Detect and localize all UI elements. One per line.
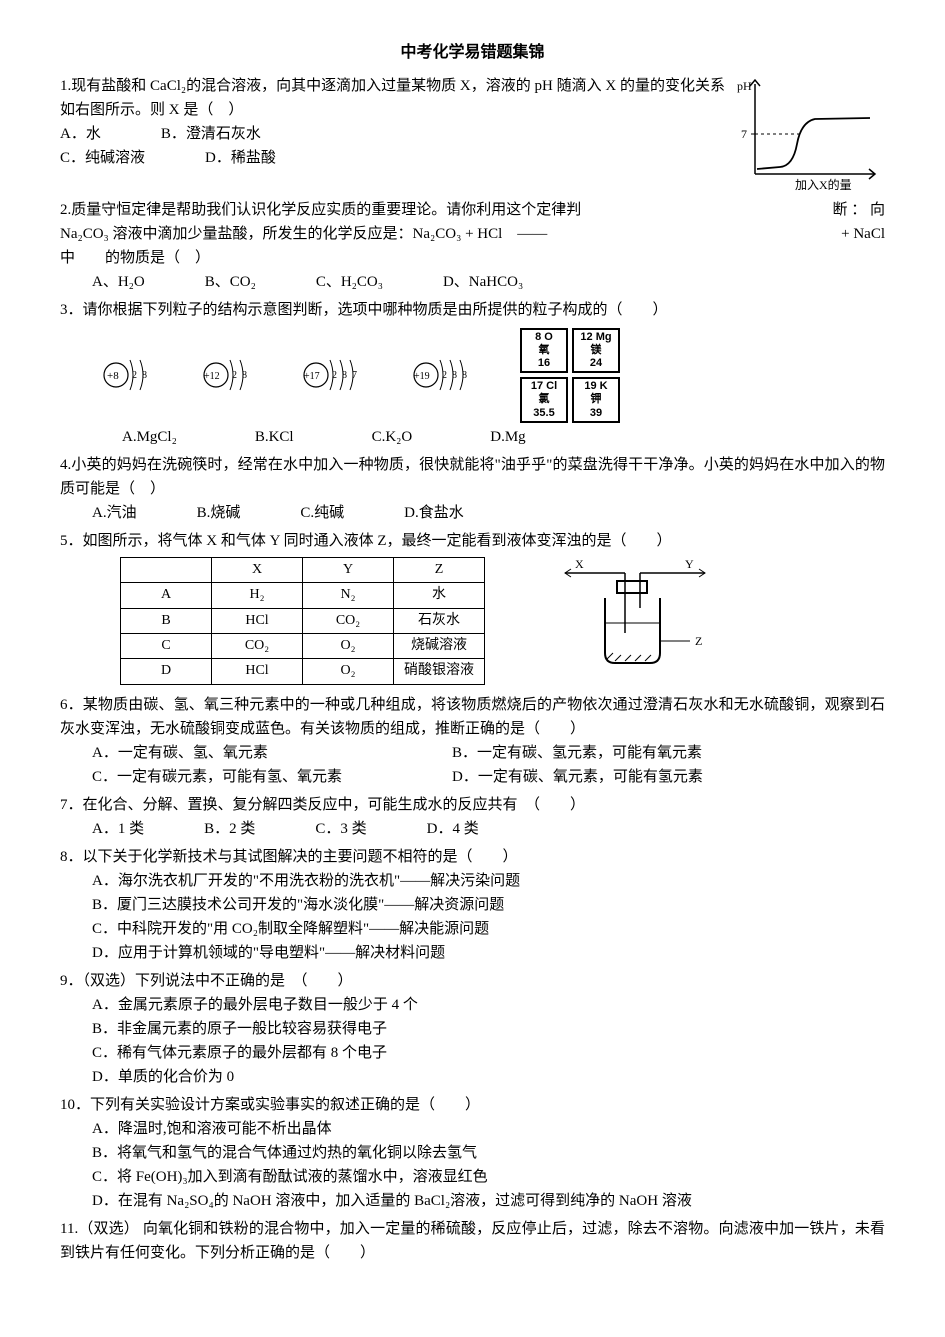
element-table: 8 O氧16 12 Mg镁24 17 Cl氯35.5 19 K钾39 <box>520 328 620 423</box>
q2-opt-d: D、NaHCO₃ <box>443 270 523 294</box>
svg-text:2: 2 <box>332 370 337 381</box>
question-2: 2.质量守恒定律是帮助我们认识化学反应实质的重要理论。请你利用这个定律判 断 ：… <box>60 198 885 294</box>
question-11: 11.（双选） 向氧化铜和铁粉的混合物中，加入一定量的稀硫酸，反应停止后，过滤，… <box>60 1217 885 1265</box>
svg-text:8: 8 <box>462 370 467 381</box>
q9-opt-b: B．非金属元素的原子一般比较容易获得电子 <box>92 1017 885 1041</box>
q4-opt-a: A.汽油 <box>92 501 137 525</box>
q9-opt-d: D．单质的化合价为 0 <box>92 1065 885 1089</box>
q9-stem: 9．（双选）下列说法中不正确的是 （ ） <box>60 969 885 993</box>
svg-text:8: 8 <box>142 370 147 381</box>
q2-line2: Na₂CO₃ 溶液中滴加少量盐酸，所发生的化学反应是：Na₂CO₃ + HCl … <box>60 222 547 246</box>
svg-text:2: 2 <box>132 370 137 381</box>
q4-opt-b: B.烧碱 <box>197 501 241 525</box>
q5-apparatus: X Y Z <box>545 553 745 673</box>
svg-text:8: 8 <box>342 370 347 381</box>
svg-text:+12: +12 <box>204 371 220 382</box>
q10-stem: 10．下列有关实验设计方案或实验事实的叙述正确的是（ ） <box>60 1093 885 1117</box>
q10-opt-c: C．将 Fe(OH)₃加入到滴有酚酞试液的蒸馏水中，溶液显红色 <box>92 1165 885 1189</box>
q3-opt-b: B.KCl <box>255 425 294 449</box>
q3-opt-c: C.K₂O <box>372 425 413 449</box>
question-9: 9．（双选）下列说法中不正确的是 （ ） A．金属元素原子的最外层电子数目一般少… <box>60 969 885 1089</box>
svg-text:7: 7 <box>741 127 747 141</box>
q10-opt-b: B．将氧气和氢气的混合气体通过灼热的氧化铜以除去氢气 <box>92 1141 885 1165</box>
q1-opt-d: D．稀盐酸 <box>205 146 276 170</box>
q6-opt-d: D．一定有碳、氧元素，可能有氢元素 <box>452 765 703 789</box>
q2-opt-c: C、H₂CO₃ <box>316 270 383 294</box>
question-1: pH 7 加入X的量 1.现有盐酸和 CaCl₂的混合溶液，向其中逐滴加入过量某… <box>60 74 885 194</box>
atom-diagram-2: +12 28 <box>200 350 260 400</box>
question-7: 7．在化合、分解、置换、复分解四类反应中，可能生成水的反应共有 （ ） A．1 … <box>60 793 885 841</box>
q7-opt-b: B．2 类 <box>204 817 255 841</box>
q8-opt-a: A．海尔洗衣机厂开发的"不用洗衣粉的洗衣机"——解决污染问题 <box>92 869 885 893</box>
q6-opt-b: B．一定有碳、氢元素，可能有氧元素 <box>452 741 702 765</box>
atom-diagram-3: +17 287 <box>300 350 370 400</box>
svg-text:Z: Z <box>695 634 702 648</box>
q4-opt-c: C.纯碱 <box>300 501 344 525</box>
q10-opt-d: D．在混有 Na₂SO₄的 NaOH 溶液中，加入适量的 BaCl₂溶液，过滤可… <box>92 1189 885 1213</box>
q10-opt-a: A．降温时,饱和溶液可能不析出晶体 <box>92 1117 885 1141</box>
graph-ylabel: pH <box>737 79 752 93</box>
svg-text:+8: +8 <box>107 370 119 382</box>
q2-line2-tail: + NaCl <box>841 222 885 246</box>
question-10: 10．下列有关实验设计方案或实验事实的叙述正确的是（ ） A．降温时,饱和溶液可… <box>60 1093 885 1213</box>
q1-opt-a: A．水 <box>60 122 101 146</box>
q8-stem: 8．以下关于化学新技术与其试图解决的主要问题不相符的是（ ） <box>60 845 885 869</box>
q3-opt-d: D.Mg <box>490 425 525 449</box>
q9-opt-a: A．金属元素原子的最外层电子数目一般少于 4 个 <box>92 993 885 1017</box>
question-5: 5．如图所示，将气体 X 和气体 Y 同时通入液体 Z，最终一定能看到液体变浑浊… <box>60 529 885 689</box>
question-6: 6．某物质由碳、氢、氧三种元素中的一种或几种组成，将该物质燃烧后的产物依次通过澄… <box>60 693 885 789</box>
q11-stem: 11.（双选） 向氧化铜和铁粉的混合物中，加入一定量的稀硫酸，反应停止后，过滤，… <box>60 1217 885 1265</box>
q8-opt-b: B．厦门三达膜技术公司开发的"海水淡化膜"——解决资源问题 <box>92 893 885 917</box>
svg-text:加入X的量: 加入X的量 <box>795 177 852 192</box>
q7-opt-d: D．4 类 <box>427 817 479 841</box>
q7-opt-c: C．3 类 <box>315 817 366 841</box>
q2-opt-b: B、CO₂ <box>205 270 256 294</box>
atom-diagram-4: +19 288 <box>410 350 480 400</box>
svg-text:X: X <box>575 557 584 571</box>
svg-text:8: 8 <box>452 370 457 381</box>
q6-stem: 6．某物质由碳、氢、氧三种元素中的一种或几种组成，将该物质燃烧后的产物依次通过澄… <box>60 693 885 741</box>
svg-text:2: 2 <box>442 370 447 381</box>
question-4: 4.小英的妈妈在洗碗筷时，经常在水中加入一种物质，很快就能将"油乎乎"的菜盘洗得… <box>60 453 885 525</box>
svg-text:2: 2 <box>232 370 237 381</box>
q2-opt-a: A、H₂O <box>92 270 145 294</box>
q8-opt-c: C．中科院开发的"用 CO₂制取全降解塑料"——解决能源问题 <box>92 917 885 941</box>
q4-opt-d: D.食盐水 <box>404 501 464 525</box>
q6-opt-a: A．一定有碳、氢、氧元素 <box>92 741 412 765</box>
page-title: 中考化学易错题集锦 <box>60 40 885 66</box>
question-8: 8．以下关于化学新技术与其试图解决的主要问题不相符的是（ ） A．海尔洗衣机厂开… <box>60 845 885 965</box>
q1-opt-c: C．纯碱溶液 <box>60 146 145 170</box>
q7-stem: 7．在化合、分解、置换、复分解四类反应中，可能生成水的反应共有 （ ） <box>60 793 885 817</box>
q7-opt-a: A．1 类 <box>92 817 144 841</box>
svg-text:+19: +19 <box>414 371 430 382</box>
q2-line1-tail: 断 ： 向 <box>832 198 885 222</box>
svg-text:Y: Y <box>685 557 694 571</box>
q2-line3: 中 的物质是（ ） <box>60 246 885 270</box>
question-3: 3．请你根据下列粒子的结构示意图判断，选项中哪种物质是由所提供的粒子构成的（ ）… <box>60 298 885 449</box>
q2-line1: 2.质量守恒定律是帮助我们认识化学反应实质的重要理论。请你利用这个定律判 <box>60 198 581 222</box>
q6-opt-c: C．一定有碳元素，可能有氢、氧元素 <box>92 765 412 789</box>
svg-text:+17: +17 <box>304 371 320 382</box>
svg-text:8: 8 <box>242 370 247 381</box>
q3-opt-a: A.MgCl₂ <box>122 425 177 449</box>
svg-text:7: 7 <box>352 370 357 381</box>
atom-diagram-1: +8 28 <box>100 350 160 400</box>
q3-stem: 3．请你根据下列粒子的结构示意图判断，选项中哪种物质是由所提供的粒子构成的（ ） <box>60 298 885 322</box>
q4-stem: 4.小英的妈妈在洗碗筷时，经常在水中加入一种物质，很快就能将"油乎乎"的菜盘洗得… <box>60 453 885 501</box>
q5-stem: 5．如图所示，将气体 X 和气体 Y 同时通入液体 Z，最终一定能看到液体变浑浊… <box>60 529 885 553</box>
q9-opt-c: C．稀有气体元素原子的最外层都有 8 个电子 <box>92 1041 885 1065</box>
q1-graph: pH 7 加入X的量 <box>735 74 885 194</box>
q1-opt-b: B．澄清石灰水 <box>161 122 261 146</box>
q8-opt-d: D．应用于计算机领域的"导电塑料"——解决材料问题 <box>92 941 885 965</box>
q5-table: XYZ AH₂N₂水 BHClCO₂石灰水 CCO₂O₂烧碱溶液 DHClO₂硝… <box>120 557 485 685</box>
